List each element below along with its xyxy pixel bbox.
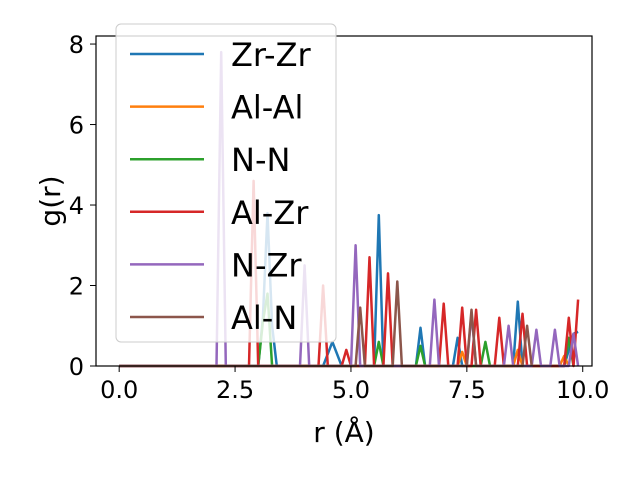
legend-label-n-zr: N-Zr — [231, 246, 302, 284]
y-axis-label: g(r) — [34, 175, 67, 226]
x-tick-label: 5.0 — [332, 376, 370, 404]
legend-box — [115, 23, 337, 343]
legend: Zr-Zr Al-Al N-N Al-Zr N-Zr Al-N — [115, 23, 337, 343]
axis-ticks: 0.0 2.5 5.0 7.5 10.0 0 2 4 6 8 — [69, 31, 610, 404]
legend-label-zr-zr: Zr-Zr — [231, 36, 312, 74]
series-line-al-al — [119, 348, 570, 368]
x-axis-label: r (Å) — [313, 415, 374, 449]
legend-label-al-n: Al-N — [231, 299, 297, 337]
y-tick-label: 6 — [69, 112, 84, 140]
legend-label-n-n: N-N — [231, 141, 290, 179]
y-tick-label: 0 — [69, 353, 84, 381]
y-tick-label: 4 — [69, 192, 84, 220]
y-tick-label: 8 — [69, 31, 84, 59]
y-tick-label: 2 — [69, 273, 84, 301]
legend-label-al-al: Al-Al — [231, 89, 303, 127]
x-tick-label: 7.5 — [448, 376, 486, 404]
x-tick-label: 10.0 — [556, 376, 609, 404]
x-tick-label: 0.0 — [100, 376, 138, 404]
plot-frame — [95, 35, 593, 367]
legend-label-al-zr: Al-Zr — [231, 194, 309, 232]
x-tick-label: 2.5 — [216, 376, 254, 404]
